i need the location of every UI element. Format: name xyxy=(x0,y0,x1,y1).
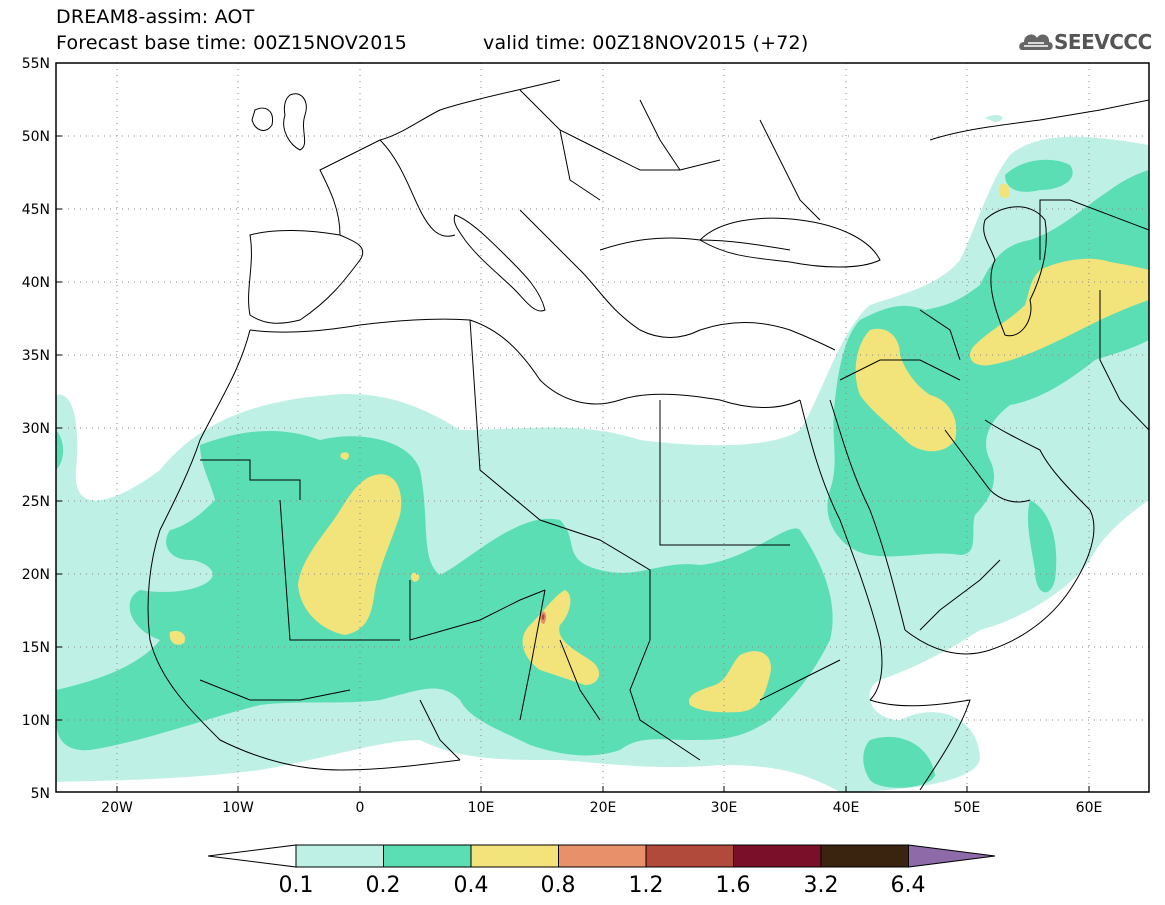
colorbar-swatch xyxy=(820,844,909,868)
colorbar-label: 3.2 xyxy=(804,873,839,898)
colorbar-low-arrow xyxy=(207,844,297,868)
lon-label: 60E xyxy=(1076,800,1103,816)
lat-label: 15N xyxy=(22,640,50,656)
lon-label: 20W xyxy=(101,800,133,816)
colorbar-swatch xyxy=(645,844,734,868)
colorbar-label: 0.2 xyxy=(366,873,401,898)
lon-label: 0 xyxy=(356,800,365,816)
lat-label: 20N xyxy=(22,567,50,583)
cloud-logo-icon xyxy=(1019,34,1053,50)
colorbar-label: 0.8 xyxy=(541,873,576,898)
map-gridlines xyxy=(56,63,1149,792)
lon-label: 50E xyxy=(954,800,981,816)
lon-label: 30E xyxy=(711,800,738,816)
colorbar-label: 1.6 xyxy=(716,873,751,898)
lon-label: 10W xyxy=(222,800,254,816)
base-time-label: Forecast base time: 00Z15NOV2015 xyxy=(56,32,408,54)
colorbar-high-arrow xyxy=(908,844,996,868)
logo-text: SEEVCCC xyxy=(1054,30,1152,54)
colorbar xyxy=(207,844,996,868)
lat-label: 40N xyxy=(22,275,50,291)
lat-label: 45N xyxy=(22,202,50,218)
lat-label: 5N xyxy=(31,786,50,802)
colorbar-label: 0.1 xyxy=(279,873,314,898)
colorbar-label: 0.4 xyxy=(454,873,489,898)
valid-time-label: valid time: 00Z18NOV2015 (+72) xyxy=(483,32,809,54)
colorbar-swatch xyxy=(470,844,559,868)
lat-label: 25N xyxy=(22,494,50,510)
lat-label: 10N xyxy=(22,713,50,729)
colorbar-swatch xyxy=(733,844,822,868)
coastlines-and-borders xyxy=(147,79,1149,791)
colorbar-label: 1.2 xyxy=(629,873,664,898)
map-title: DREAM8-assim: AOT xyxy=(56,6,255,28)
aot-contour-fields xyxy=(56,63,1149,792)
colorbar-swatch xyxy=(295,844,384,868)
lon-label: 10E xyxy=(468,800,495,816)
latitude-labels: 55N 50N 45N 40N 35N 30N 25N 20N 15N 10N … xyxy=(22,56,50,802)
colorbar-swatch xyxy=(558,844,647,868)
lat-label: 30N xyxy=(22,421,50,437)
longitude-labels: 20W 10W 0 10E 20E 30E 40E 50E 60E xyxy=(101,800,1102,816)
lon-label: 40E xyxy=(833,800,860,816)
colorbar-labels: 0.1 0.2 0.4 0.8 1.2 1.6 3.2 6.4 xyxy=(279,873,926,898)
lat-label: 35N xyxy=(22,348,50,364)
colorbar-swatch xyxy=(383,844,472,868)
aot-band-1-2 xyxy=(541,614,545,620)
lat-label: 50N xyxy=(22,129,50,145)
colorbar-label: 6.4 xyxy=(891,873,926,898)
axis-ticks xyxy=(56,62,1090,792)
lon-label: 20E xyxy=(590,800,617,816)
lat-label: 55N xyxy=(22,56,50,72)
